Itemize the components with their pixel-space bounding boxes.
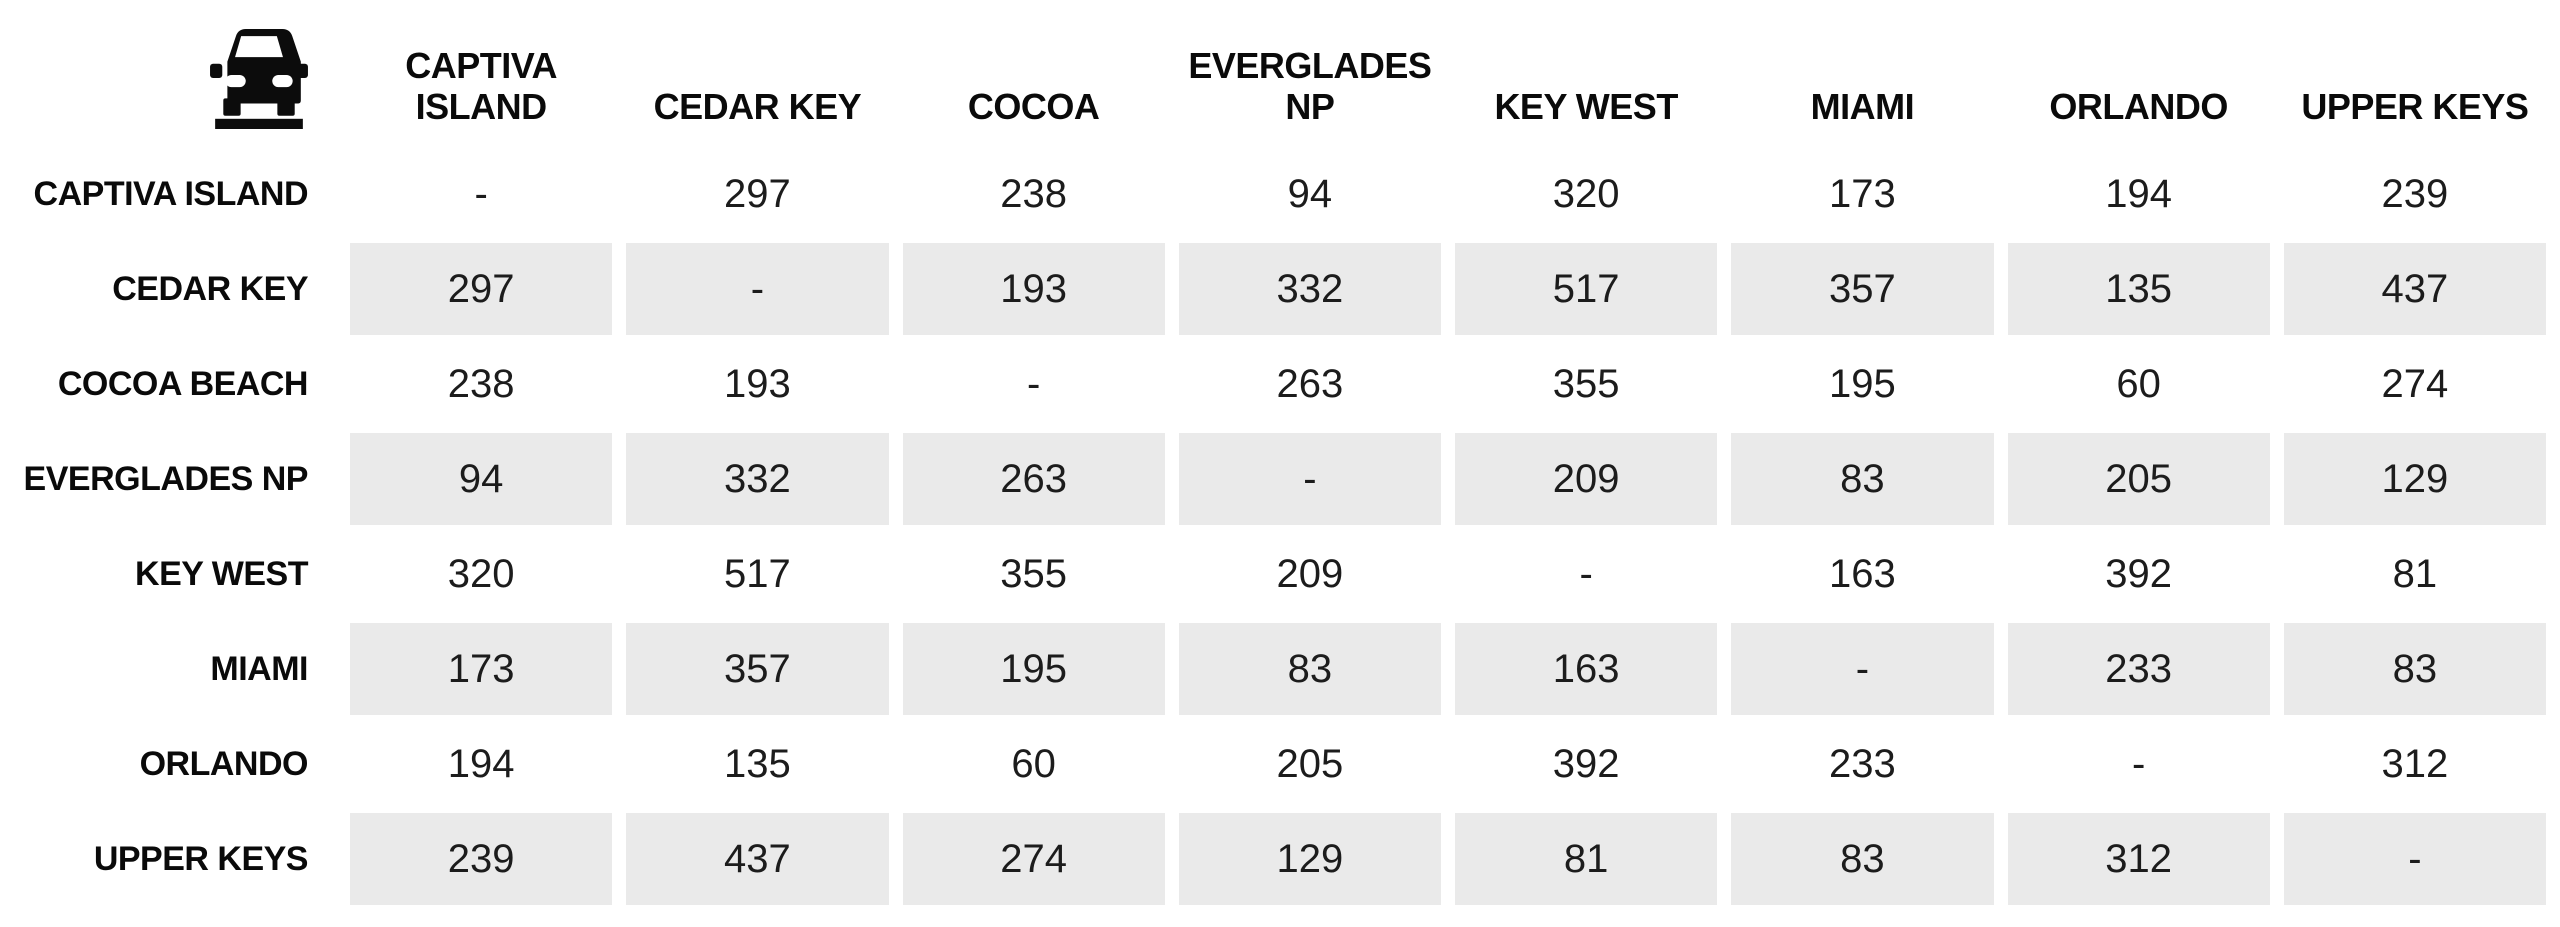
distance-cell: 129 <box>2283 433 2546 525</box>
distance-cell: 205 <box>1178 718 1441 810</box>
distance-cell: 357 <box>626 623 889 715</box>
distance-cell: 312 <box>2283 718 2546 810</box>
distance-cell: 129 <box>1178 813 1441 905</box>
distance-cell: 238 <box>902 148 1165 240</box>
table-body: CAPTIVA ISLAND -297 238 94 320 173 194 239 CEDAR… <box>14 148 2546 905</box>
distance-cell: 355 <box>902 528 1165 620</box>
distance-cell: 437 <box>2283 243 2546 335</box>
distance-cell: 135 <box>2007 243 2270 335</box>
distance-cell: 517 <box>626 528 889 620</box>
distance-cell: 297 <box>350 243 613 335</box>
distance-cell: 357 <box>1731 243 1994 335</box>
distance-cell: 94 <box>1178 148 1441 240</box>
column-header-cocoa: COCOA <box>967 85 1100 127</box>
distance-cell: 320 <box>350 528 613 620</box>
column-header-upper-keys: UPPER KEYS <box>2301 85 2529 127</box>
table-row: UPPER KEYS 239 437 274 129 81 83 312- <box>14 813 2546 905</box>
table-row: EVERGLADES NP 94 332 263-209 83 205 129 <box>14 433 2546 525</box>
distance-cell: 83 <box>1731 813 1994 905</box>
column-header-captiva-island: CAPTIVA ISLAND <box>405 45 558 127</box>
distance-cell: 312 <box>2007 813 2270 905</box>
dash-cell: - <box>902 338 1165 430</box>
distance-cell: 83 <box>1731 433 1994 525</box>
distance-cell: 83 <box>1178 623 1441 715</box>
distance-cell: 60 <box>2007 338 2270 430</box>
distance-cell: 517 <box>1455 243 1718 335</box>
distance-cell: 332 <box>1178 243 1441 335</box>
distance-cell: 239 <box>2283 148 2546 240</box>
table-row: MIAMI 173 357 195 83 163-233 83 <box>14 623 2546 715</box>
distance-cell: 94 <box>350 433 613 525</box>
distance-cell: 83 <box>2283 623 2546 715</box>
table-header: CAPTIVA ISLAND CEDAR KEY COCOA EVERGLADE… <box>14 3 2546 145</box>
distance-cell: 193 <box>902 243 1165 335</box>
table-row: CEDAR KEY 297-193 332 517 357 135 437 <box>14 243 2546 335</box>
distance-cell: 355 <box>1455 338 1718 430</box>
distance-cell: 274 <box>902 813 1165 905</box>
table-row: ORLANDO 194 135 60 205 392 233-312 <box>14 718 2546 810</box>
distance-cell: 263 <box>902 433 1165 525</box>
distance-cell: 81 <box>2283 528 2546 620</box>
dash-cell: - <box>1178 433 1441 525</box>
dash-cell: - <box>1731 623 1994 715</box>
distance-cell: 60 <box>902 718 1165 810</box>
distance-cell: 233 <box>1731 718 1994 810</box>
distance-cell: 233 <box>2007 623 2270 715</box>
column-header-everglades-np: EVERGLADES NP <box>1188 45 1432 127</box>
table-row: COCOA BEACH 238 193-263 355 195 60 274 <box>14 338 2546 430</box>
distance-cell: 239 <box>350 813 613 905</box>
distance-cell: 392 <box>2007 528 2270 620</box>
column-header-key-west: KEY WEST <box>1494 85 1678 127</box>
row-header: EVERGLADES NP <box>14 433 336 525</box>
distance-cell: 274 <box>2283 338 2546 430</box>
dash-cell: - <box>2007 718 2270 810</box>
distance-cell: 194 <box>350 718 613 810</box>
row-header: COCOA BEACH <box>14 338 336 430</box>
row-header: ORLANDO <box>14 718 336 810</box>
row-header: UPPER KEYS <box>14 813 336 905</box>
distance-cell: 163 <box>1731 528 1994 620</box>
distance-cell: 263 <box>1178 338 1441 430</box>
distance-cell: 209 <box>1178 528 1441 620</box>
distance-cell: 332 <box>626 433 889 525</box>
distance-cell: 392 <box>1455 718 1718 810</box>
distance-cell: 297 <box>626 148 889 240</box>
dash-cell: - <box>350 148 613 240</box>
header-row: CAPTIVA ISLAND CEDAR KEY COCOA EVERGLADE… <box>14 3 2546 145</box>
distance-cell: 238 <box>350 338 613 430</box>
row-header: KEY WEST <box>14 528 336 620</box>
distance-cell: 173 <box>350 623 613 715</box>
distance-cell: 320 <box>1455 148 1718 240</box>
distance-cell: 205 <box>2007 433 2270 525</box>
corner-icon-cell <box>14 3 336 145</box>
column-header-miami: MIAMI <box>1810 85 1915 127</box>
distance-cell: 193 <box>626 338 889 430</box>
distance-table: CAPTIVA ISLAND CEDAR KEY COCOA EVERGLADE… <box>14 3 2546 905</box>
car-icon <box>210 27 308 137</box>
distance-cell: 81 <box>1455 813 1718 905</box>
distance-cell: 163 <box>1455 623 1718 715</box>
distance-cell: 194 <box>2007 148 2270 240</box>
distance-cell: 209 <box>1455 433 1718 525</box>
distance-cell: 195 <box>1731 338 1994 430</box>
row-header: MIAMI <box>14 623 336 715</box>
column-header-orlando: ORLANDO <box>2049 85 2228 127</box>
distance-cell: 173 <box>1731 148 1994 240</box>
dash-cell: - <box>626 243 889 335</box>
distance-cell: 437 <box>626 813 889 905</box>
column-header-cedar-key: CEDAR KEY <box>653 85 862 127</box>
row-header: CAPTIVA ISLAND <box>14 148 336 240</box>
table-row: CAPTIVA ISLAND -297 238 94 320 173 194 239 <box>14 148 2546 240</box>
distance-cell: 195 <box>902 623 1165 715</box>
table-row: KEY WEST 320 517 355 209-163 392 81 <box>14 528 2546 620</box>
dash-cell: - <box>2283 813 2546 905</box>
distance-cell: 135 <box>626 718 889 810</box>
row-header: CEDAR KEY <box>14 243 336 335</box>
dash-cell: - <box>1455 528 1718 620</box>
